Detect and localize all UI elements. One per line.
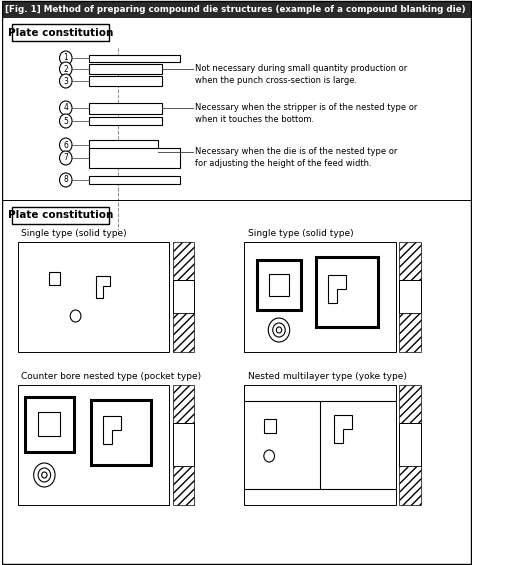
Bar: [399, 423, 421, 466]
Bar: [399, 280, 421, 313]
Circle shape: [60, 173, 72, 187]
Bar: [399, 466, 421, 505]
Bar: [89, 64, 162, 74]
Bar: [316, 257, 378, 327]
Text: Plate constitution: Plate constitution: [8, 28, 113, 37]
Bar: [25, 397, 74, 452]
Circle shape: [276, 327, 281, 333]
Bar: [173, 313, 194, 352]
Bar: [173, 423, 194, 466]
Polygon shape: [103, 416, 121, 444]
Bar: [17, 385, 169, 505]
Bar: [244, 385, 396, 505]
Bar: [89, 176, 180, 184]
Text: Counter bore nested type (pocket type): Counter bore nested type (pocket type): [21, 372, 201, 381]
Polygon shape: [96, 276, 110, 298]
Bar: [89, 148, 180, 168]
Text: Not necessary during small quantity production or
when the punch cross-section i: Not necessary during small quantity prod…: [195, 64, 407, 85]
Bar: [38, 412, 60, 436]
Circle shape: [34, 463, 55, 487]
Bar: [173, 385, 194, 423]
Polygon shape: [334, 415, 352, 443]
Circle shape: [273, 323, 285, 337]
Bar: [269, 274, 289, 296]
Bar: [257, 260, 301, 310]
Bar: [89, 140, 158, 150]
Text: 6: 6: [63, 141, 68, 150]
Bar: [49, 272, 61, 285]
Circle shape: [268, 318, 290, 342]
Circle shape: [70, 310, 81, 322]
Circle shape: [60, 138, 72, 152]
Circle shape: [60, 101, 72, 115]
Circle shape: [60, 62, 72, 76]
Bar: [173, 466, 194, 505]
Bar: [89, 103, 162, 114]
Bar: [89, 55, 180, 62]
Text: 5: 5: [63, 116, 68, 125]
Text: 7: 7: [63, 154, 68, 163]
Text: 4: 4: [63, 103, 68, 112]
Circle shape: [60, 51, 72, 65]
Bar: [244, 242, 396, 352]
Text: Single type (solid type): Single type (solid type): [248, 229, 354, 238]
Bar: [12, 207, 109, 224]
Text: 8: 8: [63, 176, 68, 185]
Circle shape: [60, 151, 72, 165]
Bar: [17, 242, 169, 352]
Bar: [91, 400, 151, 465]
Circle shape: [38, 468, 51, 482]
Text: Nested multilayer type (yoke type): Nested multilayer type (yoke type): [248, 372, 407, 381]
Circle shape: [60, 114, 72, 128]
Bar: [89, 76, 162, 86]
Bar: [3, 1, 471, 18]
Bar: [399, 313, 421, 352]
Circle shape: [42, 472, 47, 478]
Bar: [399, 385, 421, 423]
Text: Single type (solid type): Single type (solid type): [21, 229, 127, 238]
Circle shape: [264, 450, 275, 462]
Circle shape: [60, 74, 72, 88]
Bar: [89, 117, 162, 125]
Bar: [399, 242, 421, 280]
Text: Necessary when the die is of the nested type or
for adjusting the height of the : Necessary when the die is of the nested …: [195, 147, 397, 168]
Text: Plate constitution: Plate constitution: [8, 211, 113, 220]
Bar: [12, 24, 109, 41]
Text: [Fig. 1] Method of preparing compound die structures (example of a compound blan: [Fig. 1] Method of preparing compound di…: [5, 6, 466, 15]
Text: 1: 1: [63, 54, 68, 63]
Text: 3: 3: [63, 76, 68, 85]
Text: 2: 2: [63, 64, 68, 73]
Polygon shape: [328, 275, 346, 303]
Bar: [173, 242, 194, 280]
Bar: [173, 280, 194, 313]
Bar: [264, 419, 276, 433]
Text: Necessary when the stripper is of the nested type or
when it touches the bottom.: Necessary when the stripper is of the ne…: [195, 103, 417, 124]
